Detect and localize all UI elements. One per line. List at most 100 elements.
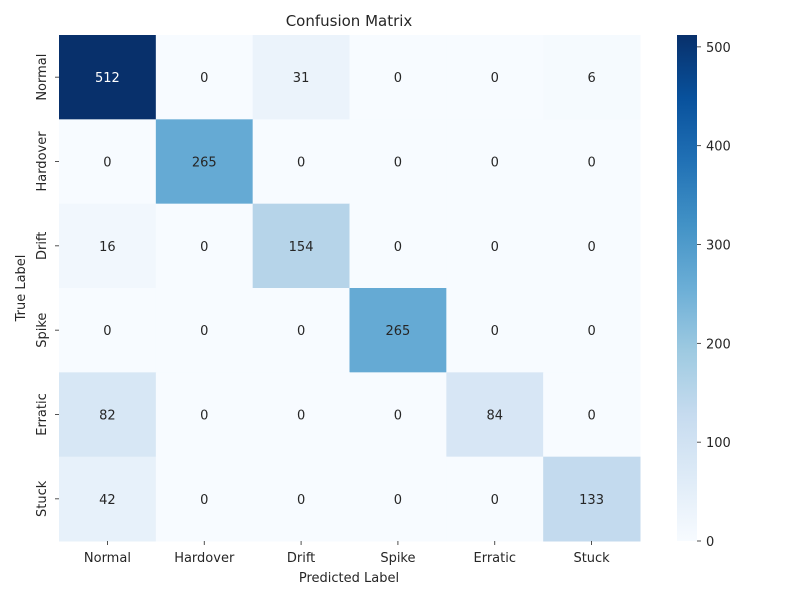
heatmap-cell	[446, 456, 544, 542]
heatmap-cell	[543, 288, 641, 373]
x-tick-label: Drift	[287, 551, 315, 566]
cell-value-label: 0	[200, 240, 208, 255]
heatmap-cell	[349, 372, 447, 458]
heatmap-cell	[155, 456, 254, 542]
y-tick-label: Drift	[35, 232, 50, 260]
heatmap-cell	[446, 372, 544, 458]
cell-value-label: 0	[200, 71, 208, 86]
cell-value-label: 0	[200, 409, 208, 424]
heatmap-cell	[252, 372, 350, 458]
heatmap-cell	[543, 119, 641, 205]
cell-value-label: 133	[579, 493, 604, 508]
x-tick-label: Erratic	[474, 551, 517, 566]
colorbar-ticks: 0 100 200 300 400 500	[697, 41, 731, 550]
heatmap-cell	[59, 119, 157, 205]
cell-value-label: 0	[394, 409, 402, 424]
x-tick-label: Hardover	[174, 551, 235, 566]
cell-value-label: 0	[587, 324, 595, 339]
cell-value-label: 0	[587, 409, 595, 424]
cell-value-label: 0	[297, 324, 305, 339]
x-tick-label: Stuck	[573, 551, 610, 566]
heatmap-cell	[349, 203, 447, 289]
heatmap-cell	[349, 35, 447, 120]
cell-value-label: 0	[491, 324, 499, 339]
cell-value-label: 0	[491, 240, 499, 255]
cell-value-label: 31	[293, 71, 310, 86]
colorbar-tick-label: 300	[706, 239, 731, 254]
heatmap-cell	[252, 119, 350, 205]
heatmap-cell	[543, 456, 641, 542]
cell-value-label: 0	[491, 493, 499, 508]
cell-value-label: 0	[491, 71, 499, 86]
cell-value-label: 0	[297, 409, 305, 424]
cell-value-label: 0	[103, 324, 111, 339]
cell-value-label: 265	[192, 156, 217, 171]
cell-value-label: 84	[486, 409, 503, 424]
cell-value-label: 0	[103, 156, 111, 171]
heatmap-cell	[446, 119, 544, 205]
colorbar-tick-label: 500	[706, 41, 731, 56]
heatmap-cell	[349, 119, 447, 205]
heatmap-cell	[59, 456, 157, 542]
heatmap-cell	[252, 203, 350, 289]
heatmap-cell-labels: 512 0 31 0 0 6 0 265 0 0 0 0 16 0 154 0 0 0 0 0 0 265 0 0 82 0 0 0 8…	[95, 71, 604, 508]
heatmap-cell	[155, 288, 254, 373]
colorbar-tick-label: 100	[706, 436, 731, 451]
x-axis-ticks: Normal Hardover Drift Spike Erratic Stuck	[84, 541, 610, 566]
cell-value-label: 0	[587, 240, 595, 255]
heatmap-cells	[59, 35, 641, 542]
heatmap-cell	[543, 35, 641, 120]
x-tick-label: Spike	[380, 551, 415, 566]
cell-value-label: 265	[386, 324, 411, 339]
cell-value-label: 82	[99, 409, 116, 424]
heatmap-cell	[59, 288, 157, 373]
x-axis-label: Predicted Label	[299, 571, 399, 586]
cell-value-label: 42	[99, 493, 116, 508]
cell-value-label: 0	[200, 493, 208, 508]
colorbar-tick-label: 200	[706, 337, 731, 352]
cell-value-label: 6	[587, 71, 595, 86]
heatmap-cell	[155, 119, 254, 205]
y-tick-label: Hardover	[35, 131, 50, 192]
cell-value-label: 0	[491, 156, 499, 171]
heatmap-cell	[349, 456, 447, 542]
heatmap-cell	[446, 288, 544, 373]
heatmap-cell	[252, 456, 350, 542]
cell-value-label: 0	[297, 156, 305, 171]
y-tick-label: Spike	[35, 313, 50, 348]
heatmap-cell	[252, 288, 350, 373]
chart-title: Confusion Matrix	[286, 12, 413, 30]
y-tick-label: Erratic	[35, 393, 50, 436]
colorbar-tick-label: 400	[706, 140, 731, 155]
heatmap-cell	[59, 35, 157, 120]
cell-value-label: 0	[394, 240, 402, 255]
cell-value-label: 0	[200, 324, 208, 339]
heatmap-cell	[59, 372, 157, 458]
cell-value-label: 0	[394, 156, 402, 171]
heatmap-cell	[59, 203, 157, 289]
heatmap-cell	[155, 35, 254, 120]
cell-value-label: 16	[99, 240, 116, 255]
cell-value-label: 154	[289, 240, 314, 255]
colorbar-tick-label: 0	[706, 535, 714, 550]
heatmap-cell	[543, 203, 641, 289]
cell-value-label: 512	[95, 71, 120, 86]
cell-value-label: 0	[394, 71, 402, 86]
heatmap-cell	[446, 35, 544, 120]
y-tick-label: Stuck	[35, 480, 50, 517]
cell-value-label: 0	[587, 156, 595, 171]
cell-value-label: 0	[297, 493, 305, 508]
x-tick-label: Normal	[84, 551, 131, 566]
cell-value-label: 0	[394, 493, 402, 508]
y-axis-label: True Label	[14, 255, 29, 323]
heatmap-cell	[543, 372, 641, 458]
heatmap-cell	[155, 372, 254, 458]
heatmap-cell	[252, 35, 350, 120]
heatmap-cell	[349, 288, 447, 373]
heatmap-cell	[446, 203, 544, 289]
heatmap-cell	[155, 203, 254, 289]
y-tick-label: Normal	[35, 54, 50, 101]
y-axis-ticks: Normal Hardover Drift Spike Erratic Stuck	[35, 54, 59, 517]
colorbar	[677, 35, 697, 541]
